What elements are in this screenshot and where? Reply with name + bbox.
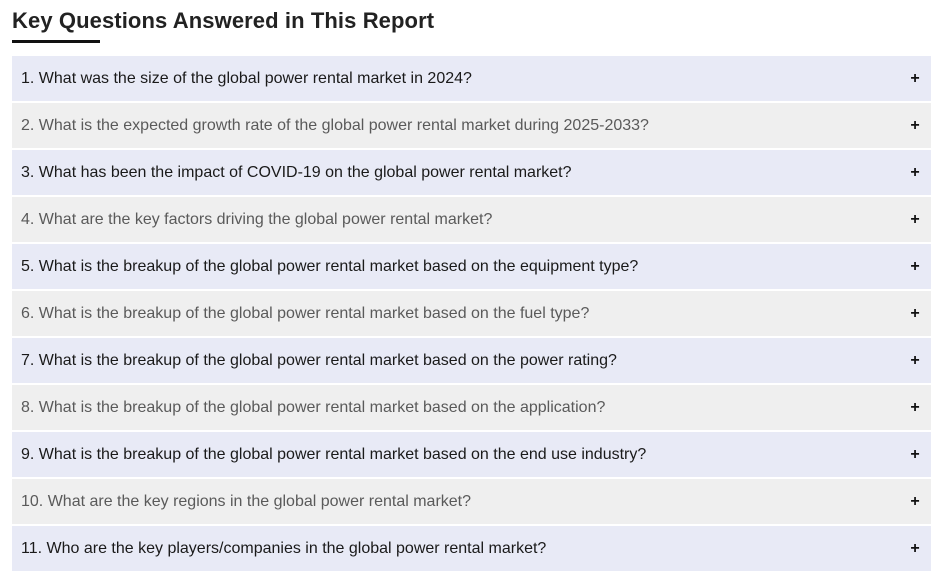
plus-icon[interactable]: + [910, 69, 920, 87]
faq-item[interactable]: 10. What are the key regions in the glob… [12, 479, 931, 524]
faq-question: 4. What are the key factors driving the … [21, 210, 493, 228]
plus-icon[interactable]: + [910, 116, 920, 134]
faq-item[interactable]: 5. What is the breakup of the global pow… [12, 244, 931, 289]
plus-icon[interactable]: + [910, 539, 920, 557]
plus-icon[interactable]: + [910, 163, 920, 181]
plus-icon[interactable]: + [910, 351, 920, 369]
plus-icon[interactable]: + [910, 210, 920, 228]
faq-question: 10. What are the key regions in the glob… [21, 492, 472, 510]
faq-question: 7. What is the breakup of the global pow… [21, 351, 617, 369]
plus-icon[interactable]: + [910, 304, 920, 322]
faq-item[interactable]: 11. Who are the key players/companies in… [12, 526, 931, 571]
faq-question: 3. What has been the impact of COVID-19 … [21, 163, 572, 181]
faq-list: 1. What was the size of the global power… [12, 56, 931, 573]
plus-icon[interactable]: + [910, 445, 920, 463]
faq-question: 11. Who are the key players/companies in… [21, 539, 547, 557]
faq-item[interactable]: 7. What is the breakup of the global pow… [12, 338, 931, 383]
plus-icon[interactable]: + [910, 492, 920, 510]
faq-question: 1. What was the size of the global power… [21, 69, 472, 87]
title-underline [12, 40, 100, 43]
faq-item[interactable]: 2. What is the expected growth rate of t… [12, 103, 931, 148]
faq-item[interactable]: 1. What was the size of the global power… [12, 56, 931, 101]
faq-question: 6. What is the breakup of the global pow… [21, 304, 590, 322]
section-title: Key Questions Answered in This Report [12, 8, 435, 33]
faq-item[interactable]: 9. What is the breakup of the global pow… [12, 432, 931, 477]
plus-icon[interactable]: + [910, 398, 920, 416]
faq-question: 8. What is the breakup of the global pow… [21, 398, 606, 416]
faq-question: 9. What is the breakup of the global pow… [21, 445, 647, 463]
plus-icon[interactable]: + [910, 257, 920, 275]
faq-item[interactable]: 3. What has been the impact of COVID-19 … [12, 150, 931, 195]
faq-question: 2. What is the expected growth rate of t… [21, 116, 649, 134]
faq-item[interactable]: 6. What is the breakup of the global pow… [12, 291, 931, 336]
faq-item[interactable]: 4. What are the key factors driving the … [12, 197, 931, 242]
faq-item[interactable]: 8. What is the breakup of the global pow… [12, 385, 931, 430]
faq-question: 5. What is the breakup of the global pow… [21, 257, 639, 275]
